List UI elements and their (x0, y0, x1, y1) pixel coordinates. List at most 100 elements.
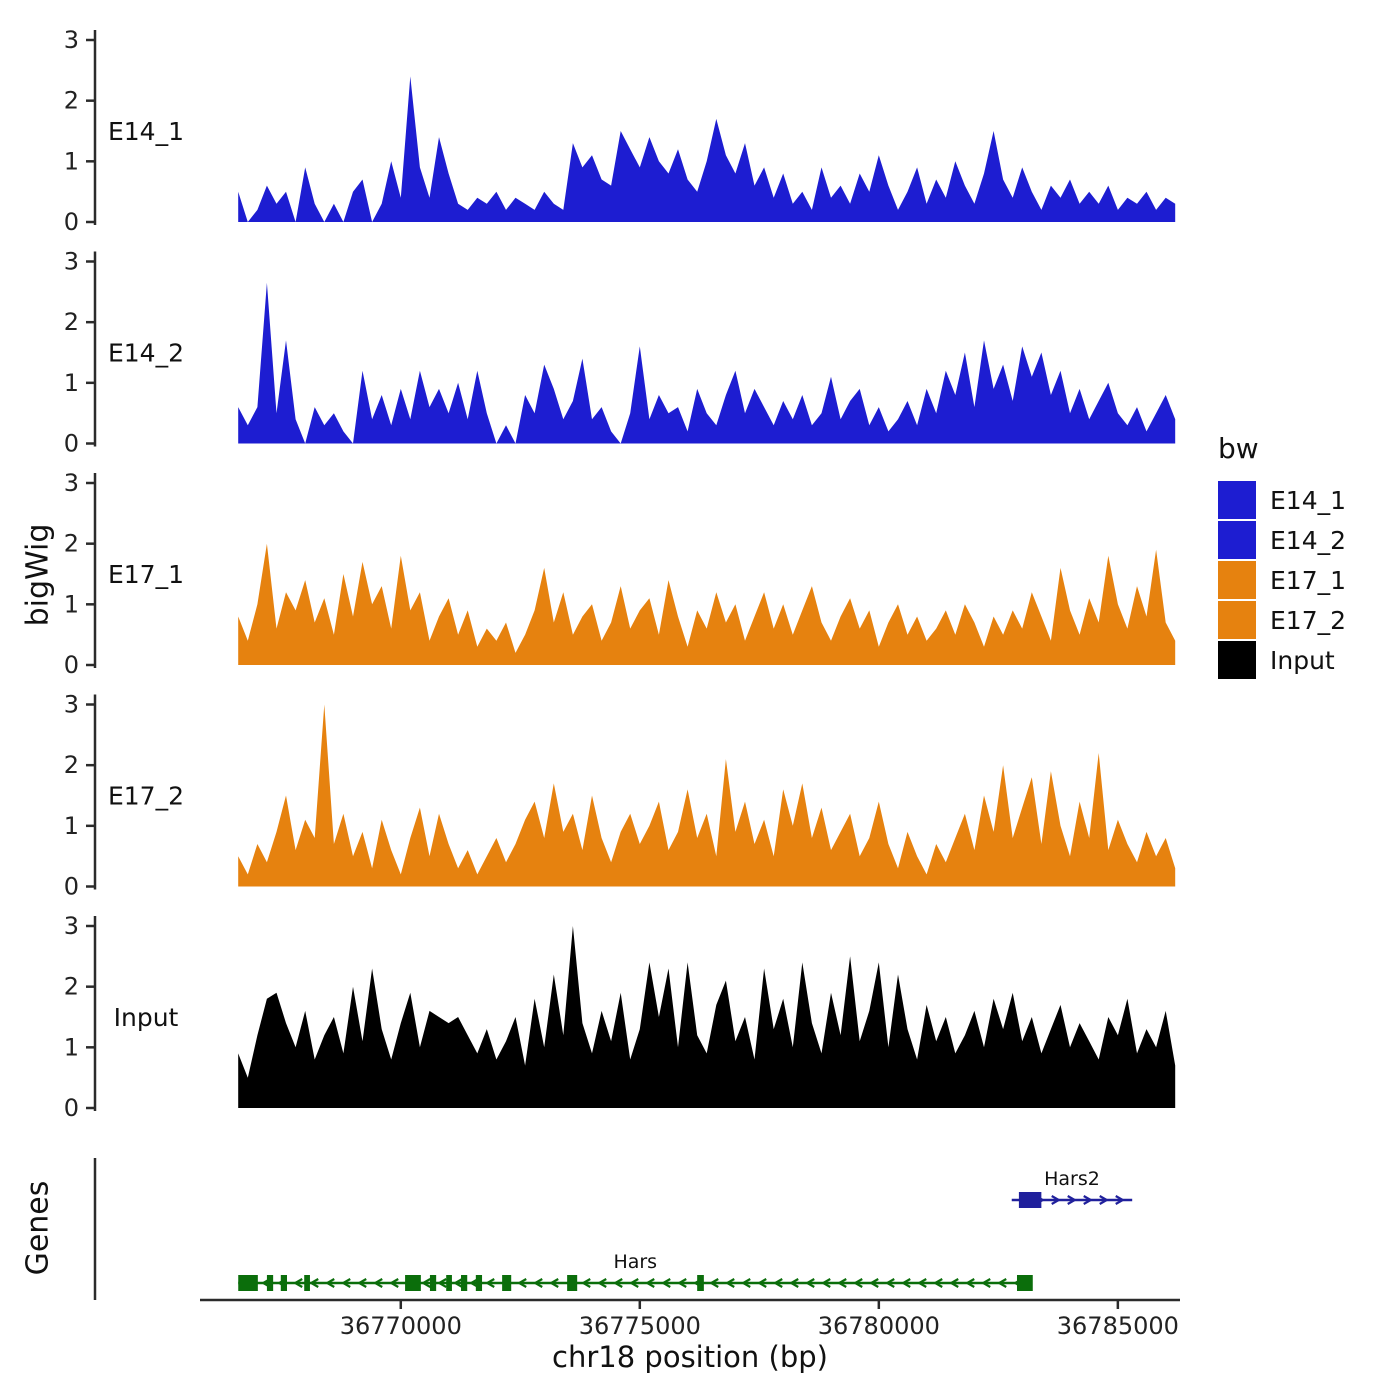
strand-arrow-icon (885, 1278, 895, 1288)
track-label: E17_1 (108, 560, 184, 589)
gene-label: Hars (613, 1251, 657, 1273)
strand-arrow-icon (309, 1278, 319, 1288)
strand-arrow-icon (933, 1278, 943, 1288)
y-axis-title: bigWig (20, 523, 56, 627)
exon-box (280, 1275, 288, 1291)
track-E17_2: 0 1 2 3 E17_2 (64, 691, 1176, 901)
y-tick-label: 1 (64, 590, 79, 618)
strand-arrow-icon (325, 1278, 335, 1288)
strand-arrow-icon (805, 1278, 815, 1288)
legend-label: Input (1270, 645, 1335, 675)
exon-box (304, 1275, 310, 1291)
strand-arrow-icon (869, 1278, 879, 1288)
legend-label: E14_2 (1270, 525, 1347, 555)
strand-arrow-icon (1083, 1195, 1093, 1205)
y-tick-label: 0 (64, 873, 79, 901)
strand-arrow-icon (981, 1278, 991, 1288)
y-tick-label: 0 (64, 430, 79, 458)
strand-arrow-icon (597, 1278, 607, 1288)
strand-arrow-icon (613, 1278, 623, 1288)
strand-arrow-icon (629, 1278, 639, 1288)
strand-arrow-icon (1115, 1195, 1125, 1205)
strand-arrow-icon (373, 1278, 383, 1288)
strand-arrow-icon (901, 1278, 911, 1288)
strand-arrow-icon (1099, 1195, 1109, 1205)
track-E14_1: 0 1 2 3 E14_1 (64, 26, 1176, 236)
exon-box (446, 1275, 452, 1291)
coverage-area-E17_2 (238, 704, 1176, 887)
y-tick-label: 1 (64, 369, 79, 397)
strand-arrow-icon (773, 1278, 783, 1288)
y-tick-label: 3 (64, 912, 79, 940)
y-tick-label: 2 (64, 530, 79, 558)
strand-arrow-icon (725, 1278, 735, 1288)
exon-box (475, 1275, 483, 1291)
exon-box (429, 1275, 437, 1291)
strand-arrow-icon (677, 1278, 687, 1288)
y-tick-label: 3 (64, 248, 79, 276)
exon-box (502, 1275, 512, 1291)
strand-arrow-icon (517, 1278, 527, 1288)
exon-box (697, 1275, 704, 1291)
coverage-area-E17_1 (238, 543, 1176, 665)
genes-panel-title: Genes (20, 1180, 56, 1276)
y-tick-label: 0 (64, 208, 79, 236)
strand-arrow-icon (789, 1278, 799, 1288)
x-axis-title: chr18 position (bp) (552, 1340, 828, 1374)
strand-arrow-icon (1051, 1195, 1061, 1205)
exon-box (266, 1275, 274, 1291)
track-Input: 0 1 2 3 Input (64, 912, 1176, 1122)
legend-label: E17_1 (1270, 565, 1347, 595)
strand-arrow-icon (421, 1278, 431, 1288)
legend-title: bw (1218, 432, 1259, 465)
gene-model-Hars: Hars (238, 1251, 1033, 1291)
strand-arrow-icon (645, 1278, 655, 1288)
legend-label: E17_2 (1270, 605, 1347, 635)
legend: bw E14_1 E14_2 E17_1 E17_2 Input (1218, 432, 1346, 681)
exon-box (1016, 1275, 1033, 1291)
strand-arrow-icon (293, 1278, 303, 1288)
strand-arrow-icon (549, 1278, 559, 1288)
y-tick-label: 3 (64, 469, 79, 497)
legend-swatch-icon (1218, 641, 1256, 679)
coverage-area-Input (238, 926, 1176, 1108)
strand-arrow-icon (997, 1278, 1007, 1288)
exon-box (405, 1275, 421, 1291)
strand-arrow-icon (965, 1278, 975, 1288)
y-tick-label: 3 (64, 691, 79, 719)
strand-arrow-icon (853, 1278, 863, 1288)
y-tick-label: 2 (64, 751, 79, 779)
y-tick-label: 2 (64, 87, 79, 115)
strand-arrow-icon (917, 1278, 927, 1288)
track-label: E17_2 (108, 782, 184, 811)
x-tick-label: 36770000 (340, 1312, 462, 1340)
strand-arrow-icon (661, 1278, 671, 1288)
track-label: E14_1 (108, 117, 184, 146)
legend-swatch-icon (1218, 561, 1256, 599)
strand-arrow-icon (453, 1278, 463, 1288)
strand-arrow-icon (389, 1278, 399, 1288)
gene-label: Hars2 (1044, 1168, 1100, 1190)
strand-arrow-icon (837, 1278, 847, 1288)
coverage-area-E14_1 (238, 76, 1176, 223)
strand-arrow-icon (341, 1278, 351, 1288)
y-tick-label: 2 (64, 973, 79, 1001)
y-tick-label: 2 (64, 308, 79, 336)
y-tick-label: 1 (64, 812, 79, 840)
y-tick-label: 1 (64, 147, 79, 175)
strand-arrow-icon (741, 1278, 751, 1288)
track-label: Input (114, 1003, 179, 1032)
strand-arrow-icon (757, 1278, 767, 1288)
strand-arrow-icon (581, 1278, 591, 1288)
strand-arrow-icon (437, 1278, 447, 1288)
y-tick-label: 0 (64, 651, 79, 679)
y-tick-label: 3 (64, 26, 79, 54)
gene-model-Hars2: Hars2 (1011, 1168, 1133, 1208)
x-tick-label: 36780000 (818, 1312, 940, 1340)
legend-item-E14_2: E14_2 (1218, 521, 1346, 559)
legend-item-E14_1: E14_1 (1218, 481, 1346, 519)
legend-swatch-icon (1218, 481, 1256, 519)
exon-box (461, 1275, 468, 1291)
